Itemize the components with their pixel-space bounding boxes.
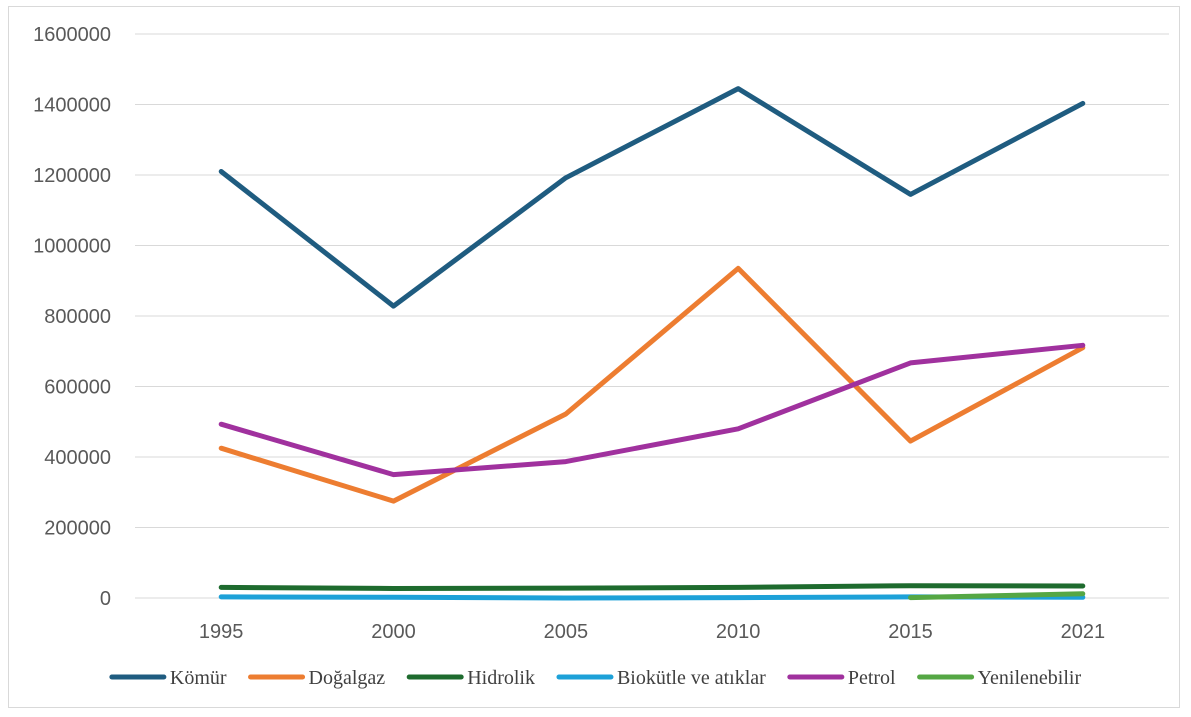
series-3-line (218, 583, 1086, 591)
series-lines (218, 86, 1086, 601)
legend-item: Doğalgaz (248, 667, 386, 689)
x-axis: 1995 2000 2005 2010 2015 2021 (199, 621, 1105, 643)
legend-label: Hidrolik (467, 667, 535, 689)
legend-item: Biokütle ve atıklar (556, 667, 766, 689)
legend-item: Hidrolik (406, 667, 535, 689)
gridlines (135, 33, 1169, 599)
legend-item: Yenilenebilir (917, 667, 1082, 689)
legend-label: Kömür (170, 667, 227, 689)
series-6-line (908, 591, 1086, 601)
y-tick-label: 1000000 (33, 236, 111, 258)
y-axis: 0 200000 400000 600000 800000 1000000 1200000 1… (33, 24, 111, 610)
x-tick-label: 2015 (888, 621, 933, 643)
series-1-line (218, 86, 1086, 309)
legend-label: Biokütle ve atıklar (617, 667, 766, 689)
y-tick-label: 600000 (44, 377, 111, 399)
legend-label: Doğalgaz (309, 667, 386, 689)
x-tick-label: 2021 (1061, 621, 1106, 643)
y-tick-label: 200000 (44, 518, 111, 540)
legend-item: Petrol (787, 667, 896, 689)
y-tick-label: 1600000 (33, 24, 111, 46)
x-tick-label: 2000 (371, 621, 416, 643)
series-5-line (218, 342, 1086, 478)
y-tick-label: 0 (100, 588, 111, 610)
legend: Kömür Doğalgaz Hidrolik Biokütle ve atıklar… (109, 667, 1082, 689)
legend-label: Petrol (848, 667, 896, 689)
series-2-line (218, 265, 1086, 504)
y-tick-label: 800000 (44, 306, 111, 328)
legend-item: Kömür (109, 667, 227, 689)
legend-label: Yenilenebilir (978, 667, 1082, 689)
x-tick-label: 2010 (716, 621, 761, 643)
y-tick-label: 400000 (44, 447, 111, 469)
x-tick-label: 2005 (544, 621, 589, 643)
y-tick-label: 1200000 (33, 165, 111, 187)
x-tick-label: 1995 (199, 621, 244, 643)
y-tick-label: 1400000 (33, 95, 111, 117)
